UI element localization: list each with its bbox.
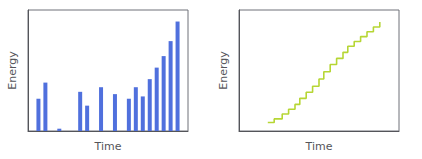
svg-text:Energy: Energy bbox=[217, 51, 230, 90]
svg-text:Time: Time bbox=[94, 140, 122, 153]
svg-text:Time: Time bbox=[305, 140, 333, 153]
svg-text:Energy: Energy bbox=[6, 51, 19, 90]
